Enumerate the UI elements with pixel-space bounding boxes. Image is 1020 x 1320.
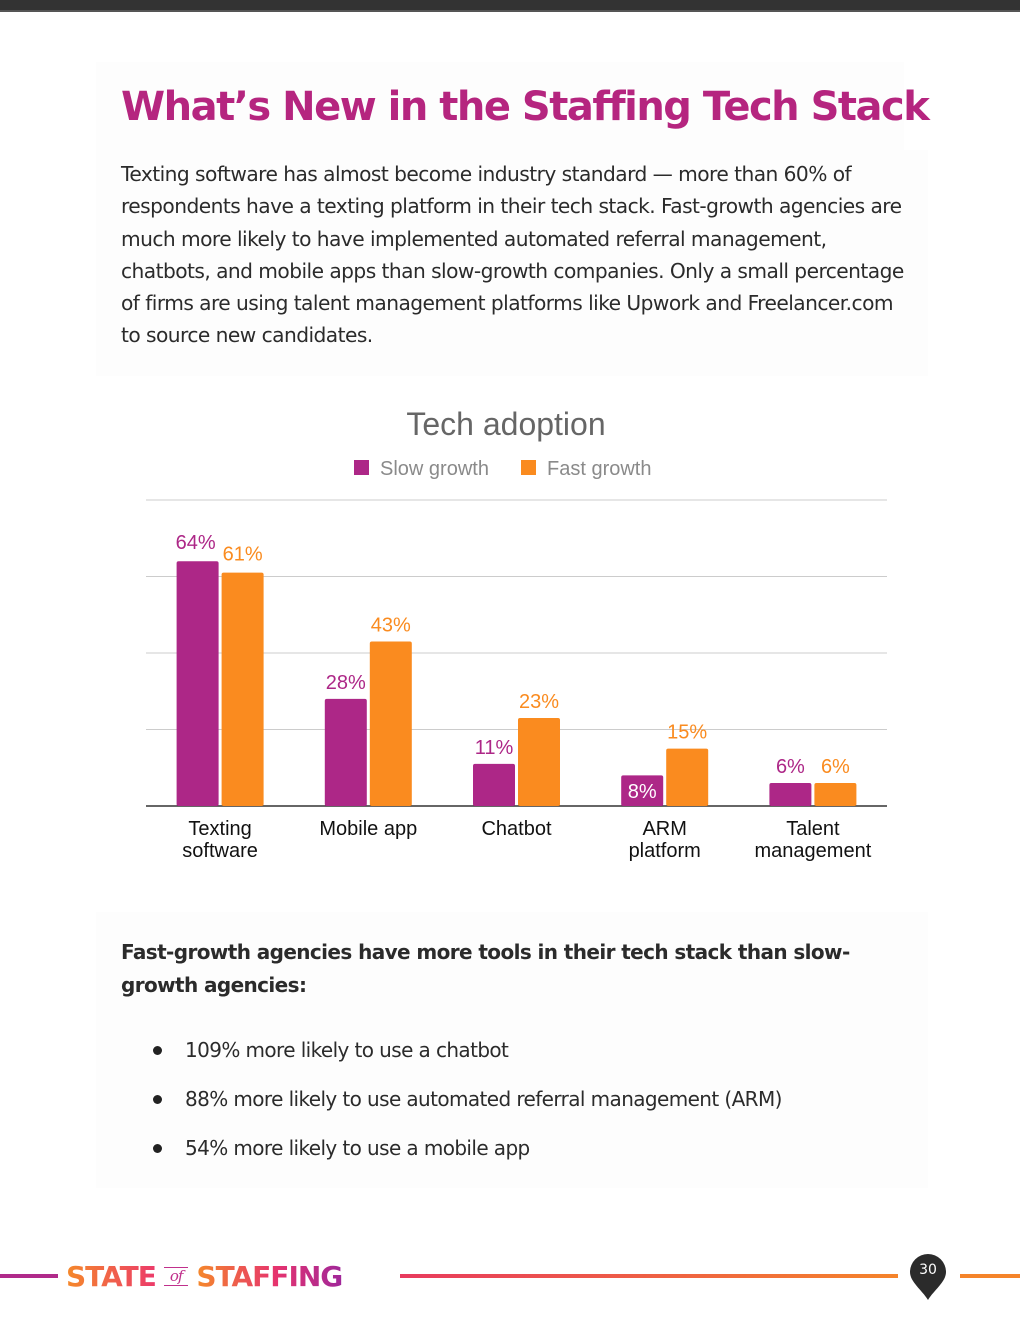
x-tick-label: software bbox=[182, 840, 258, 862]
data-label: 15% bbox=[667, 722, 707, 744]
data-label: 6% bbox=[821, 756, 850, 778]
x-tick-label: management bbox=[755, 840, 872, 862]
chart-legend: Slow growth Fast growth bbox=[354, 458, 651, 480]
page-number-pin-icon bbox=[910, 1254, 946, 1300]
legend-label-slow: Slow growth bbox=[380, 458, 489, 480]
top-bar bbox=[0, 0, 1020, 12]
x-tick-label: Chatbot bbox=[481, 818, 551, 840]
bullet-dot-icon bbox=[153, 1046, 162, 1055]
chart-title: Tech adoption bbox=[406, 406, 605, 442]
summary-panel bbox=[96, 912, 928, 1188]
summary-heading: Fast-growth agencies have more tools in … bbox=[121, 940, 850, 997]
chart-data-labels: 64% 61% 28% 43% 11% 23% 8% 15% 6% 6% bbox=[176, 532, 850, 803]
brand-word-of: of bbox=[163, 1266, 189, 1286]
bar-slow bbox=[621, 775, 664, 806]
summary-bullet-list: 109% more likely to use a chatbot 88% mo… bbox=[121, 1030, 782, 1177]
x-tick-label: Talent bbox=[786, 818, 840, 840]
bullet-item: 109% more likely to use a chatbot bbox=[121, 1030, 782, 1079]
bullet-text: 54% more likely to use a mobile app bbox=[185, 1136, 530, 1160]
bullet-dot-icon bbox=[153, 1144, 162, 1153]
data-label: 11% bbox=[475, 737, 514, 759]
bullet-text: 109% more likely to use a chatbot bbox=[185, 1038, 509, 1062]
data-label: 64% bbox=[176, 532, 216, 554]
bar-slow bbox=[473, 763, 515, 806]
x-tick-label: Mobile app bbox=[319, 818, 417, 840]
page-title: What’s New in the Staffing Tech Stack bbox=[121, 84, 930, 130]
footer-line-left bbox=[0, 1274, 58, 1278]
bar-slow bbox=[769, 783, 812, 806]
bar-slow bbox=[324, 698, 367, 806]
chart-svg: Tech adoption Slow growth Fast growth 64… bbox=[146, 406, 887, 862]
legend-swatch-fast bbox=[521, 460, 536, 475]
bullet-dot-icon bbox=[153, 1095, 162, 1104]
legend-label-fast: Fast growth bbox=[547, 458, 651, 480]
intro-panel bbox=[96, 150, 928, 376]
brand-word-staffing: STAFFING bbox=[196, 1259, 343, 1293]
bar-fast bbox=[518, 718, 560, 806]
bar-fast bbox=[369, 641, 412, 806]
data-label: 6% bbox=[776, 756, 805, 778]
bullet-text: 88% more likely to use automated referra… bbox=[185, 1087, 782, 1111]
page-number: 30 bbox=[919, 1262, 937, 1278]
footer-line-right bbox=[960, 1274, 1020, 1278]
chart-gridlines bbox=[146, 499, 887, 807]
legend-swatch-slow bbox=[354, 460, 369, 475]
brand-word-state: STATE bbox=[66, 1259, 157, 1293]
chart-bars bbox=[176, 561, 857, 806]
bar-fast bbox=[814, 783, 857, 806]
data-label: 23% bbox=[519, 691, 559, 713]
bar-fast bbox=[221, 572, 264, 806]
tech-adoption-chart: Tech adoption Slow growth Fast growth 64… bbox=[100, 395, 920, 875]
footer-line-middle bbox=[400, 1274, 898, 1278]
brand-logo: STATE of STAFFING bbox=[66, 1259, 343, 1293]
bar-fast bbox=[666, 748, 709, 806]
bullet-item: 88% more likely to use automated referra… bbox=[121, 1079, 782, 1128]
x-tick-label: ARM bbox=[642, 818, 686, 840]
intro-paragraph: Texting software has almost become indus… bbox=[121, 162, 904, 348]
x-tick-label: platform bbox=[629, 840, 701, 862]
data-label: 61% bbox=[223, 544, 263, 566]
data-label: 43% bbox=[371, 615, 411, 637]
bar-slow bbox=[176, 561, 219, 806]
data-label: 28% bbox=[326, 672, 366, 694]
bullet-item: 54% more likely to use a mobile app bbox=[121, 1128, 782, 1177]
x-tick-label: Texting bbox=[188, 818, 251, 840]
data-label: 8% bbox=[628, 781, 657, 803]
title-panel bbox=[96, 62, 904, 158]
